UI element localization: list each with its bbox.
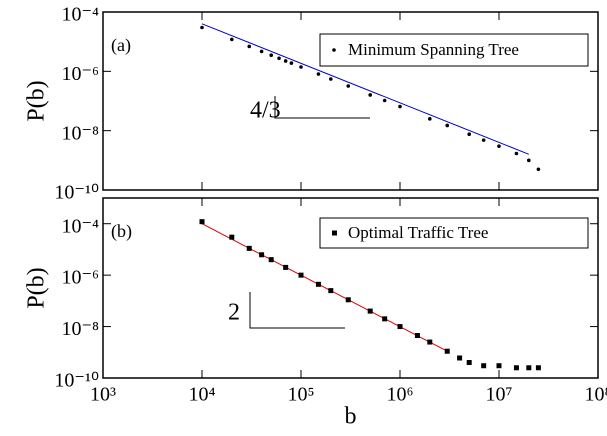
legend-label: Optimal Traffic Tree [348, 223, 488, 242]
data-point [259, 252, 265, 258]
data-point [481, 363, 487, 369]
y-tick-label: 10⁻¹⁰ [54, 370, 99, 392]
x-tick-label: 10⁴ [189, 384, 216, 406]
slope-annotation: 4/3 [250, 98, 281, 124]
y-tick-label: 10⁻¹⁰ [54, 182, 99, 204]
data-point [397, 324, 403, 330]
fit-line [201, 223, 448, 352]
slope-annotation: 2 [228, 300, 240, 326]
y-tick-label: 10⁻⁸ [61, 122, 99, 144]
data-point [277, 56, 281, 61]
x-tick-label: 10³ [90, 384, 116, 406]
data-point [289, 61, 294, 65]
data-point [481, 138, 486, 142]
y-axis-label: P(b) [24, 80, 50, 121]
legend-box [319, 33, 589, 67]
y-tick-label: 10⁻⁴ [61, 4, 99, 26]
x-tick-label: 10⁷ [486, 384, 513, 406]
data-point [514, 151, 519, 156]
y-tick-label: 10⁻⁶ [61, 267, 99, 289]
data-point [368, 93, 372, 97]
x-tick-label: 10⁶ [387, 384, 414, 406]
data-point [283, 59, 288, 63]
data-point [298, 272, 304, 278]
data-point [445, 123, 450, 128]
data-point [246, 245, 252, 251]
legend-marker [332, 230, 337, 236]
data-point [466, 360, 472, 366]
data-point [496, 363, 502, 369]
slope-guide [274, 96, 370, 119]
legend-label: Minimum Spanning Tree [348, 40, 519, 59]
panel-label: (a) [111, 35, 131, 56]
data-point [513, 365, 519, 371]
data-point [536, 167, 541, 172]
data-point [247, 44, 252, 49]
plot-frame [102, 11, 599, 191]
data-point [497, 144, 501, 148]
data-point [535, 365, 541, 371]
data-point [427, 339, 433, 345]
legend-box [319, 217, 589, 249]
plot-frame [102, 197, 599, 379]
data-point [345, 297, 351, 303]
y-axis-label: P(b) [24, 267, 50, 308]
data-point [299, 65, 303, 69]
data-point [315, 281, 321, 287]
data-point [199, 219, 205, 225]
data-point [527, 158, 531, 163]
data-point [444, 348, 450, 354]
data-point [229, 234, 235, 240]
data-point [414, 332, 420, 338]
data-point [346, 84, 351, 88]
data-point [457, 355, 463, 361]
y-tick-label: 10⁻⁶ [61, 63, 99, 85]
data-point [398, 104, 402, 109]
data-point [467, 132, 471, 137]
data-point [283, 264, 289, 270]
panel-label: (b) [111, 221, 132, 242]
y-tick-label: 10⁻⁴ [61, 215, 99, 237]
data-point [230, 37, 234, 42]
data-point [200, 25, 204, 30]
y-tick-label: 10⁻⁸ [61, 318, 99, 340]
data-point [269, 53, 273, 57]
x-axis-label: b [345, 404, 357, 430]
data-point [316, 72, 321, 76]
x-tick-label: 10⁵ [288, 384, 315, 406]
data-point [329, 77, 333, 81]
data-point [428, 117, 432, 121]
data-point [328, 288, 334, 294]
legend-marker [332, 48, 336, 52]
data-point [382, 98, 387, 103]
slope-guide [249, 292, 345, 329]
data-point [367, 308, 373, 314]
data-point [382, 316, 388, 322]
fit-line [201, 23, 529, 155]
data-point [526, 365, 532, 371]
data-point [268, 257, 274, 263]
x-tick-label: 10⁸ [585, 384, 607, 406]
data-point [259, 49, 264, 54]
